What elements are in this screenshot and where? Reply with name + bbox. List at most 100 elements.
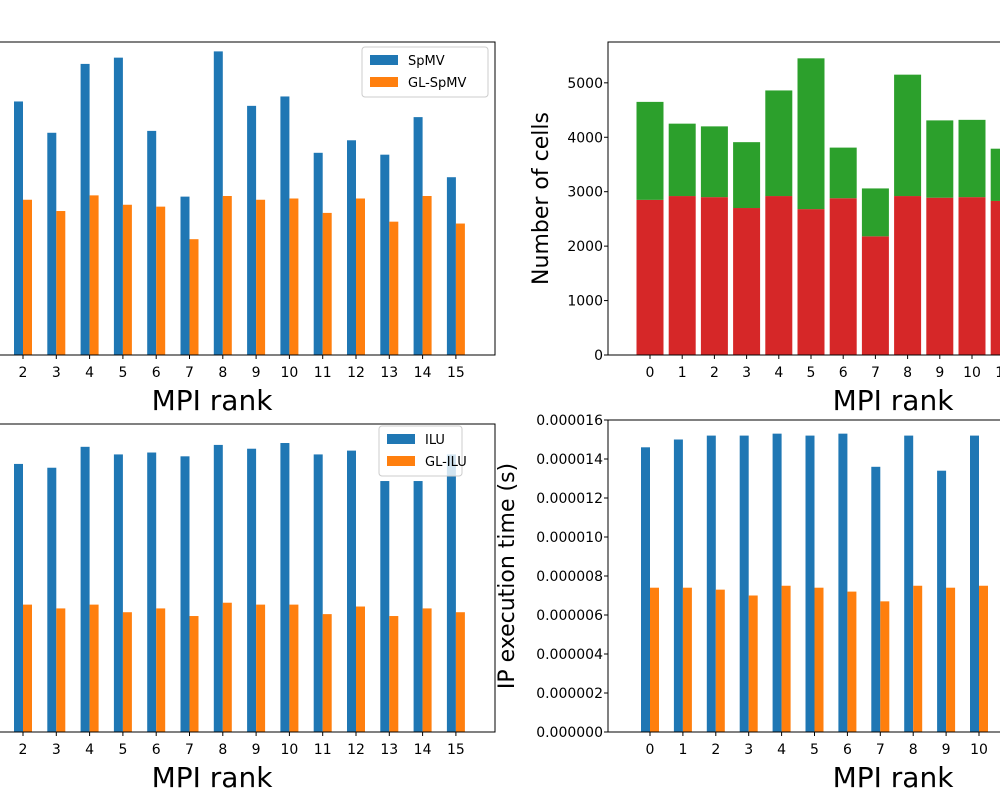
bar-top-right-s1-8 (894, 74, 922, 197)
bar-top-left-s1-4 (89, 195, 99, 355)
axes-frame-top-left (0, 41, 496, 356)
y-tick-label-bottom-right-0.000004: 0.000004 (536, 647, 603, 663)
y-tick-label-bottom-right-0.000008: 0.000008 (536, 569, 603, 585)
bar-bottom-right-s1-7 (880, 601, 890, 732)
bar-top-left-s0-2 (14, 101, 23, 355)
bar-top-right-s0-0 (636, 199, 664, 355)
bar-top-left-s1-14 (422, 195, 432, 355)
bar-top-right-s1-7 (861, 188, 889, 237)
bar-bottom-right-s1-2 (715, 589, 725, 732)
bar-top-right-s1-9 (926, 120, 954, 198)
bar-top-left-s0-5 (113, 57, 123, 356)
bar-bottom-right-s0-7 (871, 466, 881, 732)
bar-top-left-s1-2 (23, 199, 32, 355)
x-tick-label-bottom-right-3: 3 (744, 742, 753, 758)
bar-top-left-s0-6 (147, 130, 157, 355)
x-tick-label-top-left-9: 9 (252, 365, 261, 381)
bar-top-left-s0-14 (413, 117, 423, 356)
bar-bottom-right-s1-6 (847, 591, 857, 732)
bar-bottom-right-s0-0 (641, 447, 650, 732)
x-tick-label-bottom-right-10: 10 (970, 742, 988, 758)
x-tick-label-top-left-2: 2 (19, 365, 28, 381)
legend-label-GL-SpMV: GL-SpMV (408, 76, 466, 91)
y-axis-label-bottom-right: IP execution time (s) (495, 463, 520, 689)
bar-bottom-left-s1-6 (156, 608, 166, 732)
bar-bottom-right-s0-2 (706, 435, 716, 732)
x-tick-label-top-left-4: 4 (85, 365, 94, 381)
bar-bottom-left-s0-15 (446, 454, 456, 732)
bar-bottom-right-s1-1 (682, 587, 692, 732)
y-tick-label-top-right-1000: 1000 (567, 294, 603, 310)
x-tick-label-top-right-1: 1 (678, 365, 687, 381)
x-tick-label-bottom-left-12: 12 (347, 742, 365, 758)
bar-bottom-left-s1-9 (256, 604, 266, 732)
legend-label-ILU: ILU (425, 433, 445, 448)
bar-bottom-right-s0-9 (937, 470, 947, 732)
bar-top-left-s1-10 (289, 198, 299, 355)
bar-bottom-left-s0-9 (247, 448, 257, 732)
x-axis-label-top-left: MPI rank (152, 384, 274, 417)
x-tick-label-top-left-5: 5 (118, 365, 127, 381)
x-tick-label-bottom-right-2: 2 (711, 742, 720, 758)
x-axis-label-top-right: MPI rank (833, 384, 955, 417)
y-tick-label-top-right-0: 0 (594, 348, 603, 364)
bar-bottom-left-s1-7 (189, 616, 199, 732)
bar-top-right-s0-7 (861, 236, 889, 355)
bar-bottom-right-s1-8 (913, 585, 923, 732)
bar-top-right-s0-2 (700, 197, 728, 355)
x-tick-label-bottom-left-3: 3 (52, 742, 61, 758)
bar-top-left-s1-3 (56, 211, 66, 355)
y-axis-label-top-right: Number of cells (529, 112, 554, 285)
x-tick-label-top-left-3: 3 (52, 365, 61, 381)
bar-top-left-s0-3 (47, 132, 57, 355)
legend-bottom-left: ILU GL-ILU (378, 425, 467, 477)
y-tick-label-top-right-3000: 3000 (567, 185, 603, 201)
bar-top-right-s1-2 (700, 126, 728, 198)
y-tick-label-bottom-right-0.000002: 0.000002 (536, 686, 603, 702)
x-axis-label-bottom-left: MPI rank (152, 761, 274, 794)
x-tick-label-bottom-left-10: 10 (280, 742, 298, 758)
bar-bottom-left-s0-7 (180, 456, 190, 732)
bar-top-right-s0-1 (668, 196, 696, 355)
y-tick-label-top-right-2000: 2000 (567, 239, 603, 255)
x-tick-label-bottom-left-8: 8 (218, 742, 227, 758)
x-tick-label-top-right-9: 9 (935, 365, 944, 381)
x-tick-label-top-right-7: 7 (871, 365, 880, 381)
bar-top-right-s1-1 (668, 123, 696, 197)
legend-swatch-SpMV (370, 55, 398, 65)
x-tick-label-top-right-11: 11 (995, 365, 1000, 381)
bar-bottom-left-s1-11 (322, 614, 332, 732)
bar-top-right-s1-4 (765, 90, 793, 197)
bar-top-left-s1-15 (455, 223, 465, 355)
x-tick-label-top-right-10: 10 (963, 365, 981, 381)
legend-label-GL-ILU: GL-ILU (425, 455, 467, 470)
legend-swatch-GL-ILU (387, 456, 415, 466)
bar-bottom-right-s0-8 (904, 435, 914, 732)
bar-top-right-s0-6 (829, 198, 857, 355)
x-tick-label-bottom-right-6: 6 (843, 742, 852, 758)
bar-bottom-right-s1-10 (979, 585, 988, 732)
bar-top-right-s1-6 (829, 147, 857, 199)
legend-swatch-ILU (387, 434, 415, 444)
bar-bottom-left-s1-4 (89, 604, 99, 732)
y-tick-label-bottom-right-0.000006: 0.000006 (536, 608, 603, 624)
x-tick-label-bottom-right-8: 8 (909, 742, 918, 758)
bar-top-left-s1-12 (356, 198, 365, 355)
x-tick-label-top-left-10: 10 (280, 365, 298, 381)
x-tick-label-bottom-left-9: 9 (252, 742, 261, 758)
bar-bottom-left-s0-5 (113, 454, 123, 732)
bar-bottom-left-s1-8 (222, 602, 232, 732)
bar-bottom-left-s0-8 (213, 444, 223, 732)
x-tick-label-bottom-left-14: 14 (414, 742, 432, 758)
y-tick-label-bottom-right-0.000000: 0.000000 (536, 725, 603, 741)
bar-top-left-s0-12 (347, 140, 356, 355)
bar-bottom-left-s1-5 (122, 612, 132, 732)
bar-bottom-left-s1-3 (56, 608, 66, 732)
y-tick-label-bottom-right-0.000012: 0.000012 (536, 491, 603, 507)
bar-top-left-s1-6 (156, 206, 166, 355)
bar-top-left-s0-13 (380, 154, 390, 355)
y-tick-label-bottom-right-0.000014: 0.000014 (536, 452, 603, 468)
x-tick-label-top-right-2: 2 (710, 365, 719, 381)
bar-bottom-left-s0-11 (313, 454, 323, 732)
bar-top-right-s1-0 (636, 101, 664, 200)
